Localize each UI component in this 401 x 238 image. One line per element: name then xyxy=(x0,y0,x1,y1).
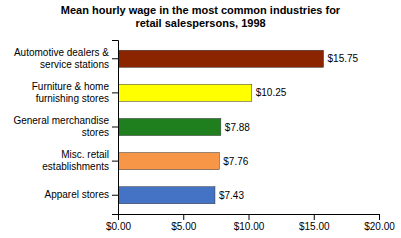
value-axis: $0.00 $5.00 $10.00 $15.00 $20.00 xyxy=(106,214,395,232)
title: Mean hourly wage in the most common indu… xyxy=(61,4,341,29)
category-axis: Apparel stores Misc. retailestablishments… xyxy=(13,41,118,215)
tick-mark xyxy=(112,127,118,128)
tick: Misc. retailestablishments xyxy=(42,149,118,172)
tick-label-line: Apparel stores xyxy=(45,189,109,200)
title-line: retail salespersons, 1998 xyxy=(135,17,265,29)
tick-mark xyxy=(249,214,250,220)
tick-mark xyxy=(112,195,118,196)
tick: Furniture & homefurnishing stores xyxy=(32,81,118,104)
tick-label-line: establishments xyxy=(42,161,109,172)
bars xyxy=(118,50,324,204)
tick: $10.00 xyxy=(234,214,265,232)
tick-label-line: Misc. retail xyxy=(61,149,109,160)
tick-label: Misc. retailestablishments xyxy=(42,149,109,172)
tick: $0.00 xyxy=(106,214,131,232)
bar xyxy=(118,118,221,135)
data-label: $10.25 xyxy=(256,87,287,98)
data-label: $15.75 xyxy=(328,53,359,64)
tick-label: $20.00 xyxy=(364,221,395,232)
tick: $20.00 xyxy=(364,214,395,232)
tick-label: General merchandisestores xyxy=(13,115,109,138)
chart-container: Mean hourly wage in the most common indu… xyxy=(0,0,401,238)
axis-line xyxy=(119,215,380,221)
tick-label-line: service stations xyxy=(40,59,109,70)
tick: Automotive dealers &service stations xyxy=(14,47,118,70)
bar xyxy=(118,50,324,67)
tick: $5.00 xyxy=(171,214,196,232)
tick-label: $10.00 xyxy=(234,221,265,232)
tick: Apparel stores xyxy=(45,189,118,200)
title-line: Mean hourly wage in the most common indu… xyxy=(61,4,341,16)
tick-label: Automotive dealers &service stations xyxy=(14,47,109,70)
plot: $7.43 $7.76 $7.88 $10.25 $15.75 $0.00 $5.00 $10… xyxy=(13,41,395,233)
data-label: $7.43 xyxy=(219,190,244,201)
tick-label: Furniture & homefurnishing stores xyxy=(32,81,110,104)
tick-label: Apparel stores xyxy=(45,189,109,200)
tick-mark xyxy=(183,214,184,220)
tick-mark xyxy=(379,214,380,220)
tick-label: $15.00 xyxy=(299,221,330,232)
tick: $15.00 xyxy=(299,214,330,232)
tick-label: $0.00 xyxy=(106,221,131,232)
axis-line xyxy=(112,41,119,215)
data-label: $7.88 xyxy=(225,122,250,133)
tick-mark xyxy=(112,92,118,93)
tick-label: $5.00 xyxy=(171,221,196,232)
tick-label-line: Automotive dealers & xyxy=(14,47,109,58)
data-labels: $7.43 $7.76 $7.88 $10.25 $15.75 xyxy=(219,53,359,200)
tick: General merchandisestores xyxy=(13,115,118,138)
data-label: $7.76 xyxy=(223,156,248,167)
bar xyxy=(118,84,252,101)
tick-label-line: Furniture & home xyxy=(32,81,110,92)
tick-label-line: General merchandise xyxy=(13,115,109,126)
tick-mark xyxy=(112,161,118,162)
tick-label-line: furnishing stores xyxy=(36,93,109,104)
bar xyxy=(118,153,219,170)
tick-label-line: stores xyxy=(82,127,109,138)
tick-mark xyxy=(112,58,118,59)
bar xyxy=(118,187,215,204)
tick-mark xyxy=(314,214,315,220)
chart-svg: Mean hourly wage in the most common indu… xyxy=(0,0,401,238)
